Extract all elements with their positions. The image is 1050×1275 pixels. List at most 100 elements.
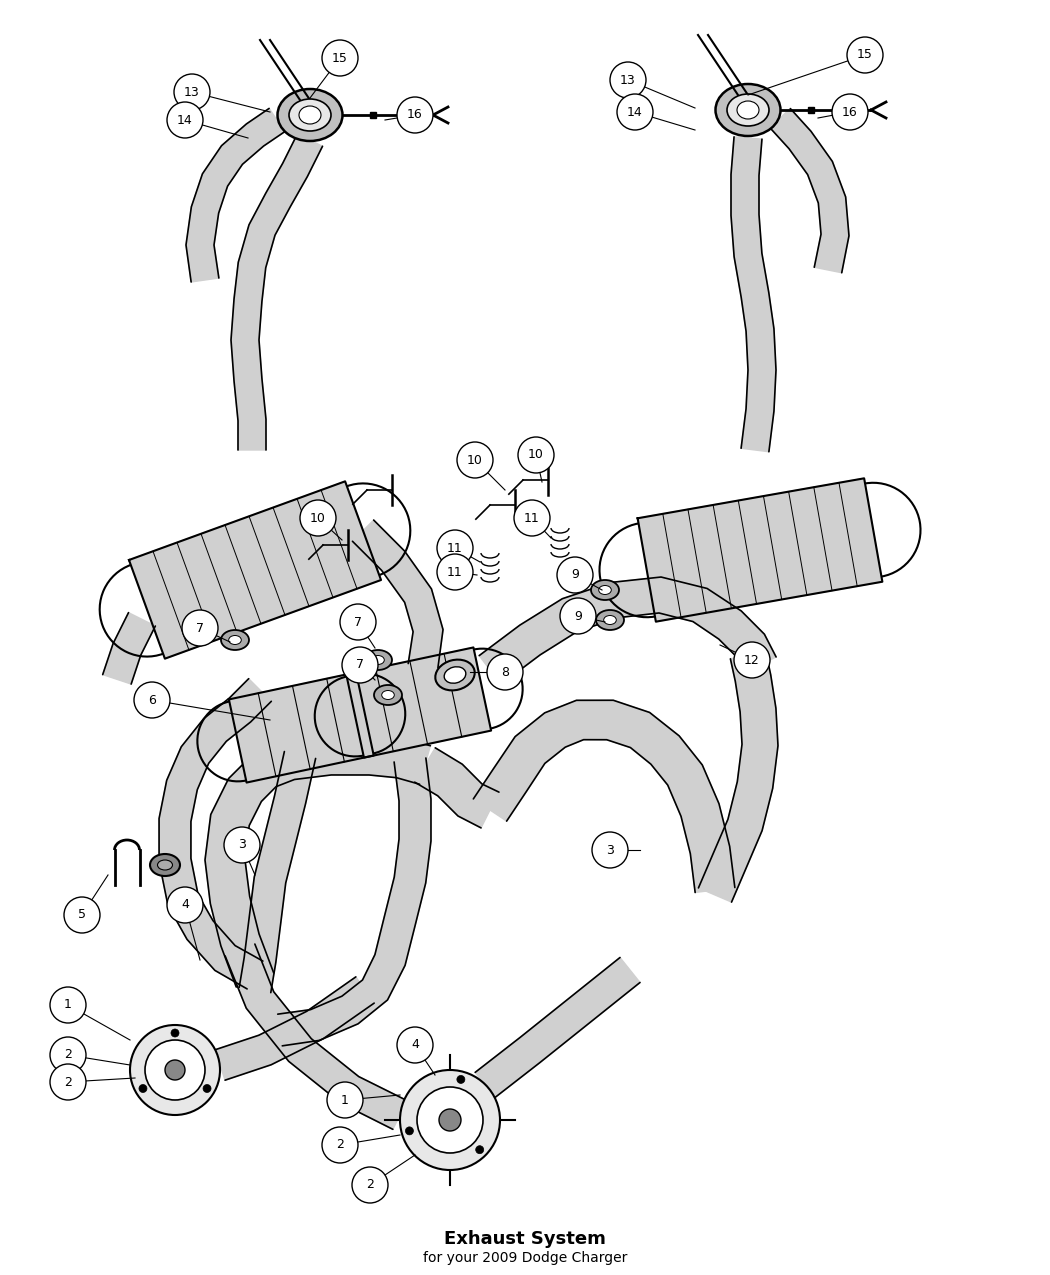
Circle shape [352,1167,388,1204]
Ellipse shape [299,106,321,124]
Polygon shape [770,108,849,273]
Polygon shape [129,482,381,659]
Circle shape [182,609,218,646]
Polygon shape [698,652,778,903]
Circle shape [514,500,550,536]
Text: 13: 13 [184,85,200,98]
Circle shape [592,833,628,868]
Text: 2: 2 [366,1178,374,1192]
Polygon shape [353,520,443,668]
Text: 11: 11 [447,542,463,555]
Circle shape [174,74,210,110]
Circle shape [340,604,376,640]
Circle shape [171,1029,178,1037]
Text: 9: 9 [574,609,582,622]
Polygon shape [159,678,271,989]
Ellipse shape [715,84,780,136]
Text: 10: 10 [528,449,544,462]
Circle shape [50,987,86,1023]
Circle shape [167,102,203,138]
Ellipse shape [604,616,616,625]
Circle shape [134,682,170,718]
Text: 3: 3 [238,839,246,852]
Circle shape [322,1127,358,1163]
Text: 7: 7 [196,621,204,635]
Text: 16: 16 [407,108,423,121]
Circle shape [397,97,433,133]
Circle shape [322,40,358,76]
Polygon shape [186,108,285,282]
Text: 15: 15 [332,51,348,65]
Text: 1: 1 [341,1094,349,1107]
Circle shape [167,887,203,923]
Ellipse shape [727,94,769,126]
Circle shape [203,1085,211,1093]
Circle shape [476,1146,484,1154]
Circle shape [734,643,770,678]
Text: 6: 6 [148,694,156,706]
Circle shape [165,1060,185,1080]
Ellipse shape [444,667,466,683]
Polygon shape [215,977,374,1080]
Polygon shape [229,672,374,783]
Text: for your 2009 Dodge Charger: for your 2009 Dodge Charger [423,1251,627,1265]
Circle shape [560,598,596,634]
Text: 5: 5 [78,909,86,922]
Text: 14: 14 [177,113,193,126]
Ellipse shape [372,655,384,664]
Text: 9: 9 [571,569,579,581]
Circle shape [437,530,472,566]
Ellipse shape [436,659,475,690]
Text: 11: 11 [447,566,463,579]
Circle shape [50,1037,86,1074]
Ellipse shape [277,89,342,142]
Polygon shape [225,944,407,1130]
Circle shape [832,94,868,130]
Circle shape [327,1082,363,1118]
Circle shape [610,62,646,98]
Circle shape [50,1065,86,1100]
Polygon shape [476,958,640,1098]
Circle shape [224,827,260,863]
Circle shape [487,654,523,690]
Text: 1: 1 [64,998,72,1011]
Text: Exhaust System: Exhaust System [444,1230,606,1248]
Polygon shape [239,751,316,993]
Text: 10: 10 [467,454,483,467]
Ellipse shape [598,585,611,594]
Polygon shape [637,478,882,622]
Polygon shape [346,648,491,757]
Circle shape [556,557,593,593]
Ellipse shape [289,99,331,131]
Circle shape [405,1127,414,1135]
Ellipse shape [374,685,402,705]
Circle shape [300,500,336,536]
Text: 11: 11 [524,511,540,524]
Ellipse shape [158,861,172,870]
Text: 4: 4 [411,1039,419,1052]
Circle shape [847,37,883,73]
Text: 14: 14 [627,106,643,119]
Circle shape [457,1075,465,1084]
Polygon shape [479,578,776,685]
Polygon shape [474,700,735,892]
Circle shape [342,646,378,683]
Circle shape [518,437,554,473]
Text: 3: 3 [606,844,614,857]
Text: 15: 15 [857,48,873,61]
Ellipse shape [737,101,759,119]
Circle shape [617,94,653,130]
Text: 2: 2 [336,1139,344,1151]
Ellipse shape [229,635,242,644]
Circle shape [400,1070,500,1170]
Text: 2: 2 [64,1076,72,1089]
Ellipse shape [382,691,395,700]
Polygon shape [731,136,776,451]
Text: 12: 12 [744,654,760,667]
Ellipse shape [150,854,180,876]
Text: 7: 7 [354,616,362,629]
Ellipse shape [591,580,620,601]
Ellipse shape [220,630,249,650]
Text: 16: 16 [842,106,858,119]
Ellipse shape [364,650,392,669]
